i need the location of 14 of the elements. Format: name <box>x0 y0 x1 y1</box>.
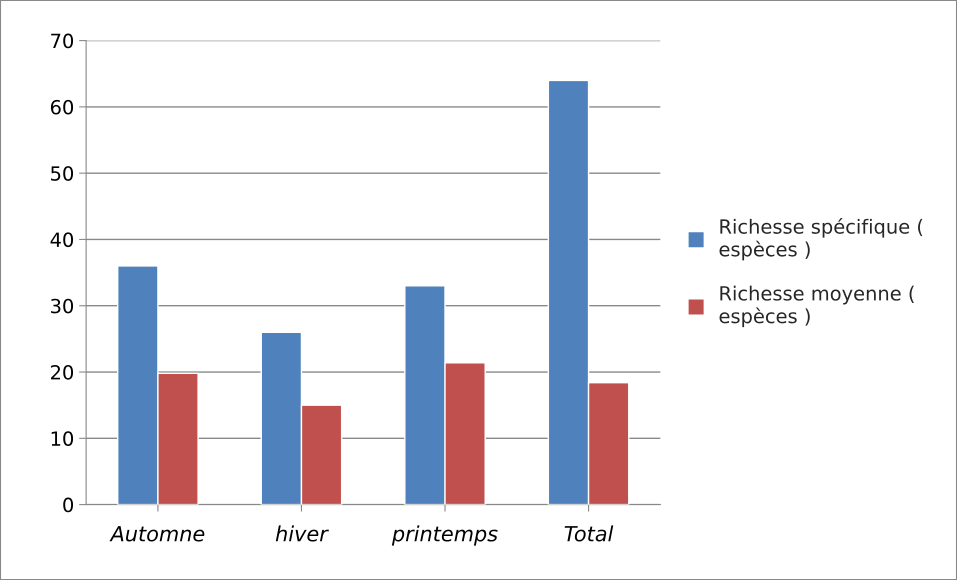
legend-label: Richesse spécifique ( espèces ) <box>720 218 922 260</box>
y-tick-label: 50 <box>51 166 74 181</box>
y-tick-label: 0 <box>63 498 74 512</box>
y-tick-label: 20 <box>51 364 74 380</box>
x-tick-label: hiver <box>276 525 329 542</box>
x-tick-label: Total <box>564 525 614 542</box>
y-tick-label: 60 <box>50 100 74 115</box>
legend-label: Richesse moyenne ( espèces ) <box>720 286 914 328</box>
y-tick-label: 40 <box>50 232 74 248</box>
x-tick-label: Automne <box>109 526 204 542</box>
y-tick-label: 70 <box>51 34 74 48</box>
y-tick-label: 30 <box>51 298 74 314</box>
x-tick-label: printemps <box>392 525 498 546</box>
y-tick-label: 10 <box>52 431 74 446</box>
